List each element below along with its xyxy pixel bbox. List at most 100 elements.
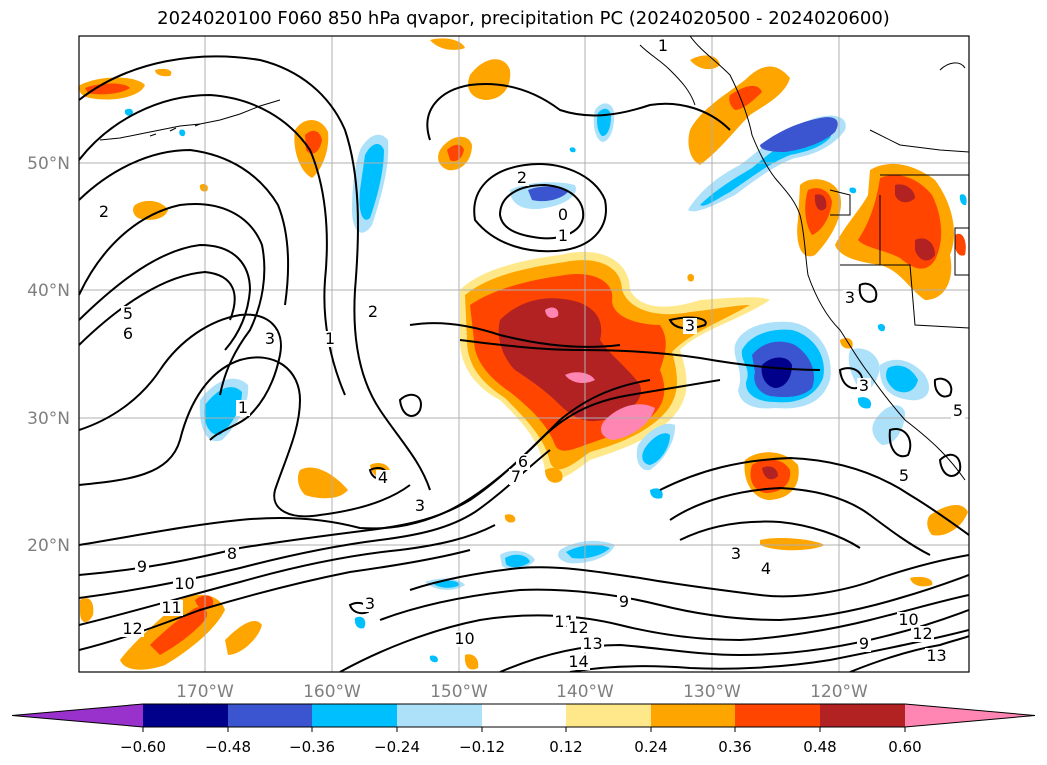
colorbar-segment xyxy=(820,704,905,727)
contour-label-bg xyxy=(567,620,590,636)
latitude-label: 30°N xyxy=(27,409,70,429)
colorbar-extend-max xyxy=(905,704,1035,727)
contour-label-bg xyxy=(951,403,965,419)
contour-label-bg xyxy=(656,38,670,54)
colorbar-extend-min xyxy=(12,704,143,727)
contour-label: 3 xyxy=(845,288,855,307)
colorbar-segment xyxy=(143,704,228,727)
contour-label-bg xyxy=(515,170,529,186)
contour-label-bg xyxy=(556,228,570,244)
contour-label: 2 xyxy=(517,168,527,187)
contour-label-bg xyxy=(323,331,337,347)
contour-label-bg xyxy=(453,631,476,647)
contour-label: 9 xyxy=(859,634,869,653)
colorbar-segment xyxy=(651,704,735,727)
contour-label: 3 xyxy=(265,329,275,348)
contour-label-bg xyxy=(567,654,590,670)
contour-label: 2 xyxy=(99,202,109,221)
contour-label-bg xyxy=(135,559,149,575)
contour-label-bg xyxy=(366,304,380,320)
longitude-labels: 170°W 160°W 150°W 140°W 130°W 120°W xyxy=(176,682,868,702)
contour-label: 12 xyxy=(912,624,932,643)
contour-label: 5 xyxy=(953,401,963,420)
contour-label: 11 xyxy=(161,598,181,617)
contour-label-bg xyxy=(363,596,377,612)
contour-label: 0 xyxy=(558,205,568,224)
contour-label: 7 xyxy=(511,467,521,486)
colorbar-tick-label: 0.12 xyxy=(549,738,582,756)
contour-label-bg xyxy=(160,600,183,616)
contour-label-bg xyxy=(121,306,135,322)
contour-label-bg xyxy=(263,331,277,347)
contour-label-bg xyxy=(925,648,948,664)
contour-label-bg xyxy=(617,594,631,610)
longitude-label: 170°W xyxy=(176,682,234,702)
qvapor-contours xyxy=(79,55,969,672)
precip-anomaly-fills xyxy=(79,38,968,670)
contour-label: 13 xyxy=(926,646,946,665)
contour-label-bg xyxy=(843,290,857,306)
contour-label-bg xyxy=(759,561,773,577)
contour-label-bg xyxy=(516,454,530,470)
contour-label: 1 xyxy=(325,329,335,348)
contour-label: 1 xyxy=(238,398,248,417)
contour-label: 12 xyxy=(122,619,142,638)
contour-label: 10 xyxy=(454,629,474,648)
contour-label: 13 xyxy=(582,634,602,653)
coastlines xyxy=(99,36,969,481)
contour-label: 6 xyxy=(123,324,133,343)
contour-label-bg xyxy=(376,470,390,486)
latitude-labels: 50°N 40°N 30°N 20°N xyxy=(27,154,70,556)
contour-label: 3 xyxy=(731,544,741,563)
contour-label-bg xyxy=(556,207,570,223)
contour-label-bg xyxy=(581,636,604,652)
contour-label-bg xyxy=(509,469,523,485)
contour-label: 8 xyxy=(227,544,237,563)
contour-label: 12 xyxy=(568,618,588,637)
colorbar-tick-label: −0.48 xyxy=(205,738,251,756)
colorbar-tick-label: 0.48 xyxy=(803,738,836,756)
contour-label: 1 xyxy=(558,226,568,245)
contour-label-bg xyxy=(683,318,697,334)
contour-label-bg xyxy=(413,498,427,514)
colorbar-tick-label: 0.60 xyxy=(888,738,921,756)
longitude-label: 120°W xyxy=(810,682,868,702)
colorbar-segment xyxy=(312,704,397,727)
colorbar-segment xyxy=(482,704,566,727)
contour-label: 10 xyxy=(174,574,194,593)
colorbar-tick-label: −0.36 xyxy=(289,738,335,756)
colorbar-segment xyxy=(228,704,312,727)
contour-label-bg xyxy=(857,636,871,652)
colorbar-segment xyxy=(566,704,651,727)
contour-label: 5 xyxy=(123,304,133,323)
longitude-label: 130°W xyxy=(683,682,741,702)
contour-label-bg xyxy=(897,612,920,628)
colorbar-tick-label: 0.36 xyxy=(718,738,751,756)
colorbar-tick-label: −0.12 xyxy=(459,738,505,756)
contour-label-bg xyxy=(897,468,911,484)
contour-label: 3 xyxy=(415,496,425,515)
colorbar-tick-label: 0.24 xyxy=(634,738,667,756)
contour-label: 3 xyxy=(859,376,869,395)
longitude-label: 150°W xyxy=(430,682,488,702)
contour-label: 14 xyxy=(568,652,588,671)
contour-label: 4 xyxy=(378,468,388,487)
colorbar: −0.60 −0.48 −0.36 −0.24 −0.12 0.12 0.24 0.36 0.4… xyxy=(11,703,1036,756)
contour-label-bg xyxy=(97,204,111,220)
contour-label-bg xyxy=(173,576,196,592)
latitude-label: 20°N xyxy=(27,536,70,556)
colorbar-segment xyxy=(397,704,482,727)
map-frame xyxy=(78,35,970,673)
colorbar-segment xyxy=(735,704,820,727)
contour-label: 6 xyxy=(518,452,528,471)
longitude-label: 140°W xyxy=(556,682,614,702)
contour-label: 9 xyxy=(619,592,629,611)
contour-label-bg xyxy=(236,400,250,416)
contour-label: 3 xyxy=(685,316,695,335)
contour-label-bg xyxy=(121,326,135,342)
contour-label-bg xyxy=(729,546,743,562)
contour-label-bg xyxy=(225,546,239,562)
contour-label: 1 xyxy=(658,36,668,55)
